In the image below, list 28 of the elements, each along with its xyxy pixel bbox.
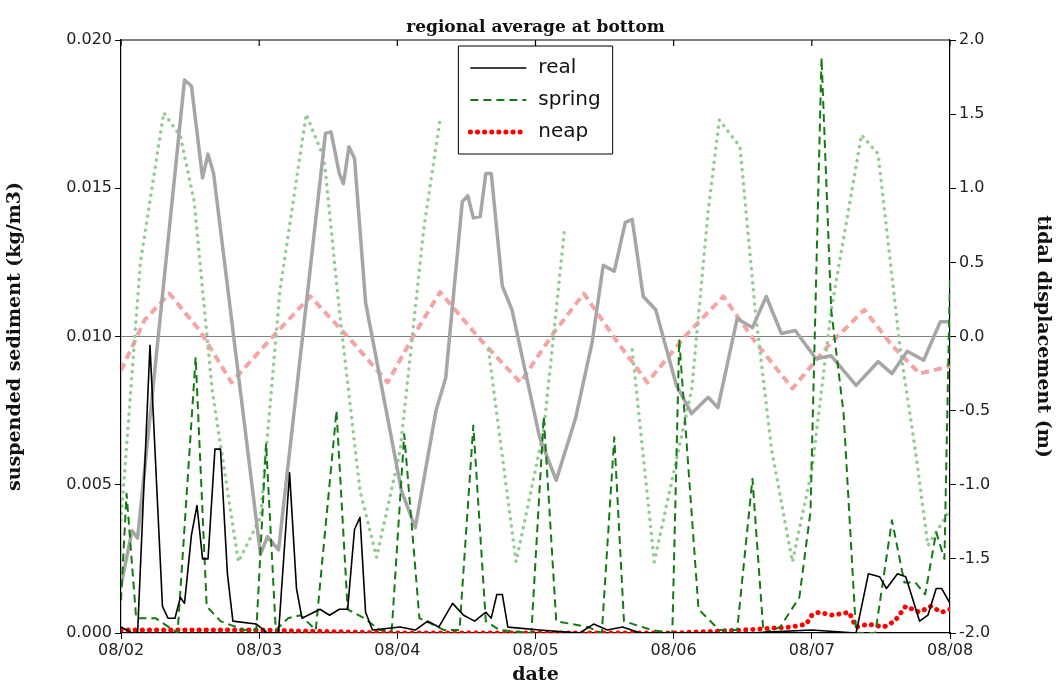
- x-tick-label: 08/04: [374, 639, 421, 659]
- y2-tick-label: 1.5: [959, 103, 985, 123]
- y2-tick-label: 0.5: [959, 251, 985, 271]
- y-tick-label: 0.020: [66, 29, 112, 49]
- y-tick-label: 0.005: [66, 473, 112, 493]
- y2-tick-label: -0.5: [959, 399, 991, 419]
- legend-label: spring: [538, 86, 601, 111]
- legend-label: real: [538, 54, 577, 79]
- y2-tick-label: -1.5: [959, 548, 991, 568]
- x-axis-title: date: [512, 661, 559, 684]
- legend-label: neap: [538, 118, 589, 143]
- x-tick-label: 08/03: [236, 639, 283, 659]
- y2-tick-label: 0.0: [959, 325, 985, 345]
- y-axis-title: suspended sediment (kg/m3): [2, 181, 25, 492]
- y2-tick-label: -2.0: [959, 622, 991, 642]
- y2-axis-title: tidal displacement (m): [1033, 215, 1056, 458]
- x-tick-label: 08/05: [512, 639, 559, 659]
- x-tick-label: 08/02: [97, 639, 145, 659]
- y-tick-label: 0.010: [66, 325, 112, 345]
- x-tick-label: 08/08: [926, 639, 974, 659]
- y2-tick-label: 1.0: [959, 177, 985, 197]
- y2-tick-label: -1.0: [959, 473, 991, 493]
- y-tick-label: 0.015: [66, 177, 112, 197]
- x-tick-label: 08/07: [788, 639, 835, 659]
- y2-tick-label: 2.0: [959, 29, 985, 49]
- chart-title: regional average at bottom: [406, 15, 665, 36]
- y-tick-label: 0.000: [66, 622, 112, 642]
- x-tick-label: 08/06: [650, 639, 697, 659]
